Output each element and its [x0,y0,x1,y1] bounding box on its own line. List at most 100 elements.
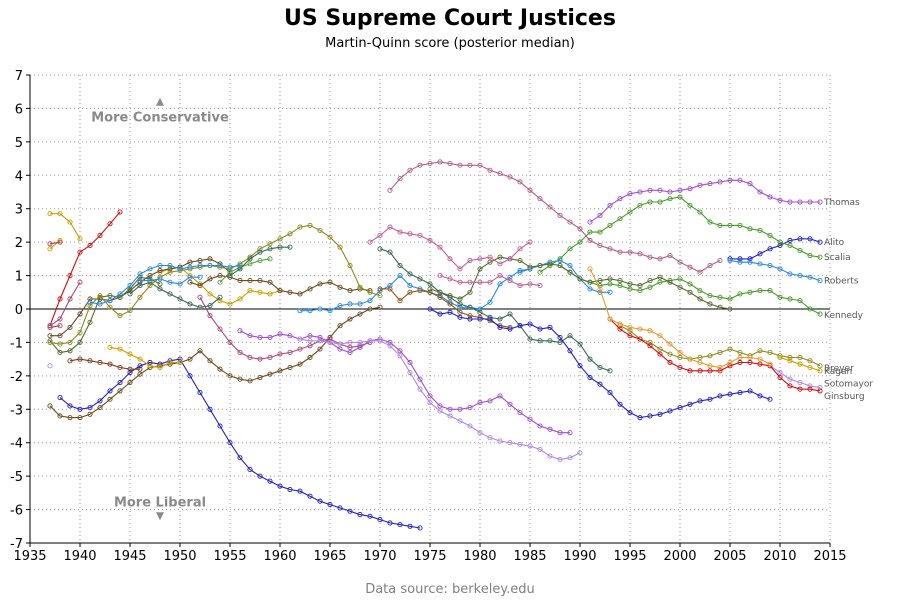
data-point [47,246,53,252]
data-point [427,161,433,167]
data-point [127,283,133,289]
data-point [207,406,213,412]
data-point [127,369,133,376]
data-point [217,294,223,300]
data-point [407,231,413,237]
data-point [47,333,53,339]
data-point [87,299,93,305]
data-point [737,177,743,183]
data-point [327,308,333,314]
series-label: Ginsburg [824,392,865,402]
data-point [487,316,493,322]
data-point [717,179,723,185]
data-point [597,229,603,235]
data-point [817,311,823,317]
data-point [647,278,653,284]
data-point [177,356,183,362]
data-point [727,257,733,264]
data-point [397,298,403,304]
data-point [47,323,53,329]
data-point [167,269,173,275]
data-point [757,227,763,233]
data-point [407,359,413,366]
data-point [237,455,243,461]
x-tick-label: 1995 [613,549,646,564]
data-point [587,279,593,285]
data-point [717,368,723,374]
data-point [167,262,173,269]
data-point [237,266,243,272]
data-point [307,338,313,344]
data-point [547,338,553,344]
data-point [137,271,143,277]
data-point [107,361,113,367]
data-point [117,379,123,386]
series-label: Breyer [824,364,854,374]
data-point [217,423,223,429]
series-line [49,276,161,354]
y-tick-label: 1 [15,270,23,285]
data-point [217,279,223,285]
data-point [697,359,703,366]
x-tick-label: 1960 [263,549,296,564]
data-point [357,311,363,317]
data-point [97,293,103,299]
data-point [127,291,133,297]
data-point [607,390,613,396]
y-tick-label: 7 [15,69,23,84]
data-point [597,242,603,249]
data-point [87,242,93,249]
data-point [357,301,363,307]
data-point [777,294,783,300]
data-point [487,398,493,404]
data-point [67,296,73,302]
data-point [307,308,313,314]
data-point [817,388,823,394]
data-point [727,363,733,369]
data-point [807,199,813,205]
data-point [777,242,783,249]
series-line [59,358,421,529]
data-point [677,259,683,265]
data-point [477,256,483,262]
series-line [50,213,81,240]
data-point [237,349,243,356]
data-point [247,333,253,339]
data-point [437,273,443,279]
data-point [87,405,93,411]
data-point [457,418,463,424]
data-point [747,226,753,232]
data-point [617,326,623,332]
data-point [197,294,203,300]
x-tick-label: 1970 [363,549,396,564]
data-point [527,264,533,270]
data-point [767,194,773,200]
y-tick-label: 6 [15,102,23,117]
data-point [57,323,63,329]
data-point [677,405,683,411]
data-point [427,286,433,292]
data-point [597,212,603,218]
data-point [437,408,443,414]
data-point [247,261,253,267]
series-line [199,297,371,360]
data-point [237,278,243,284]
data-point [617,401,623,407]
data-point [227,301,233,307]
data-point [797,361,803,367]
data-point [457,279,463,285]
data-point [807,383,813,389]
data-point [157,268,163,274]
data-point [787,354,793,361]
data-point [137,274,143,280]
data-point [117,209,123,215]
data-point [487,254,493,260]
x-tick-label: 1980 [463,549,496,564]
data-point [337,505,343,511]
data-point [327,502,333,508]
data-point [497,438,503,444]
series-line [299,338,581,460]
data-point [757,348,763,354]
data-point [557,212,563,218]
data-point [367,338,373,344]
